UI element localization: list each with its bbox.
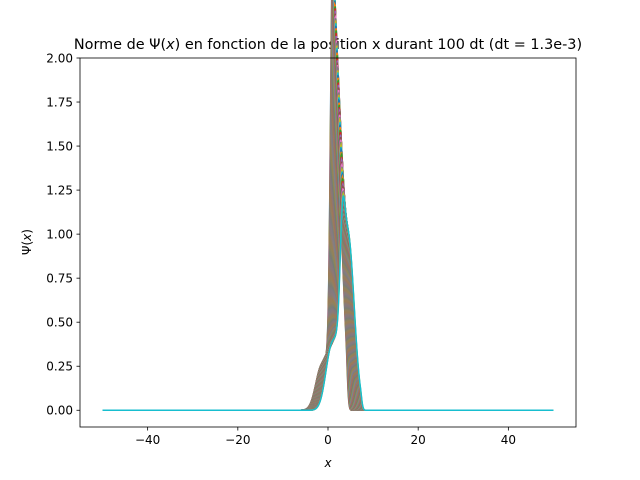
y-tick-label: 0.00: [46, 404, 73, 418]
x-tick-label: −40: [135, 433, 160, 447]
y-axis-ticks: 0.00 0.25 0.50 0.75 1.00 1.25 1.50 1.75 2.00: [46, 51, 80, 418]
y-tick-label: 0.75: [46, 271, 73, 285]
y-tick-label: 1.50: [46, 139, 73, 153]
y-tick-label: 0.25: [46, 360, 73, 374]
y-axis-label: Ψ(x): [20, 229, 34, 255]
y-tick-label: 2.00: [46, 51, 73, 65]
x-axis-ticks: −40 −20 0 20 40: [135, 427, 516, 447]
x-tick-label: 20: [411, 433, 426, 447]
y-tick-label: 1.00: [46, 227, 73, 241]
y-tick-label: 1.25: [46, 183, 73, 197]
x-tick-label: 0: [324, 433, 332, 447]
plot-series-group: [102, 0, 554, 412]
y-tick-label: 1.75: [46, 95, 73, 109]
chart-title: Norme de Ψ(x) en fonction de la position…: [74, 37, 582, 53]
y-tick-label: 0.50: [46, 316, 73, 330]
x-tick-label: 40: [501, 433, 516, 447]
x-axis-label: x: [323, 456, 332, 470]
psi-curve: [102, 194, 554, 412]
x-tick-label: −20: [225, 433, 250, 447]
